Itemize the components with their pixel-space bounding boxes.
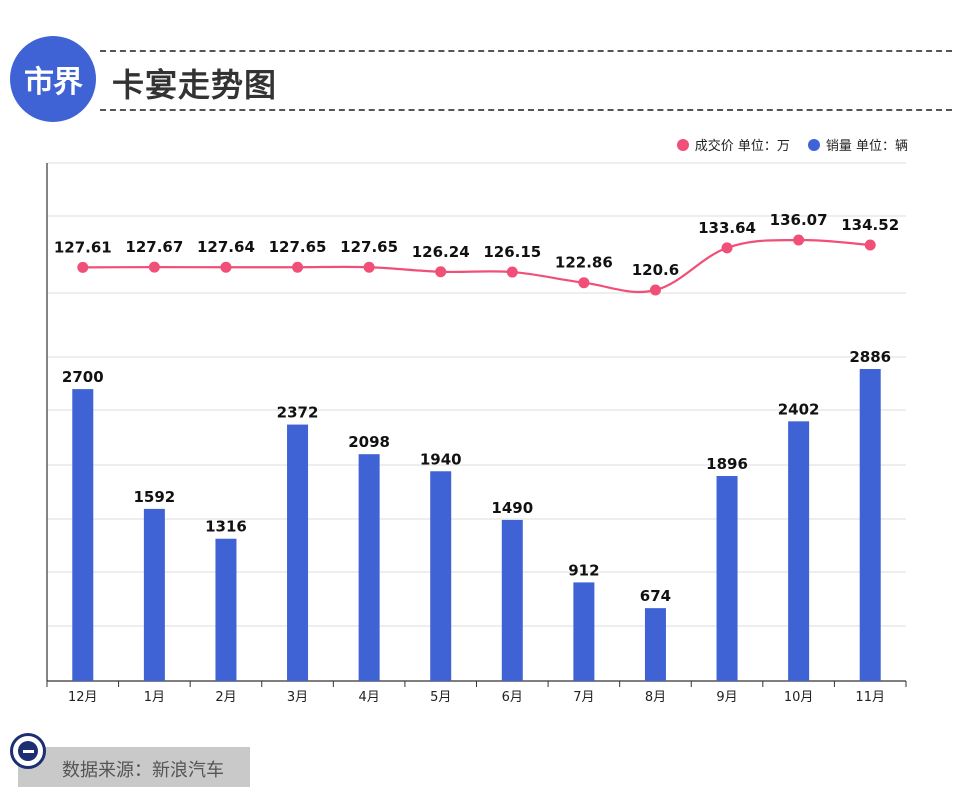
bar-label-9: 1896 [706,455,748,473]
bar-label-10: 2402 [778,400,820,418]
bar-label-8: 674 [640,587,671,605]
bar-5 [430,471,452,681]
price-label-2: 127.64 [197,238,255,256]
price-point-2 [220,261,232,273]
chart-legend: 成交价 单位：万 销量 单位：辆 [676,135,908,154]
page-title: 卡宴走势图 [112,66,278,104]
price-label-7: 122.86 [555,254,613,272]
price-label-6: 126.15 [483,243,541,261]
price-point-6 [506,266,518,278]
bar-9 [716,476,738,681]
x-tick-label-9: 9月 [716,690,737,705]
price-point-7 [578,277,590,289]
bar-label-3: 2372 [277,404,319,422]
price-label-8: 120.6 [632,261,679,279]
x-tick-label-2: 2月 [215,690,236,705]
price-label-10: 136.07 [770,211,828,229]
x-tick-label-11: 11月 [855,690,885,705]
price-point-8 [649,284,661,296]
bar-6 [501,519,523,681]
bar-11 [859,369,881,681]
x-tick-label-6: 6月 [502,690,523,705]
x-tick-label-1: 1月 [144,690,165,705]
price-point-11 [864,239,876,251]
price-label-5: 126.24 [412,243,470,261]
bar-4 [358,454,380,681]
price-label-4: 127.65 [340,238,398,256]
title-divider-top [100,50,952,52]
source-text: 数据来源：新浪汽车 [62,760,224,781]
price-point-5 [435,266,447,278]
bar-label-2: 1316 [205,518,247,536]
source-box [18,747,250,787]
bar-label-1: 1592 [134,488,176,506]
bar-8 [644,608,666,681]
x-tick-label-7: 7月 [573,690,594,705]
title-divider-bottom [100,109,952,111]
price-line [82,238,871,294]
price-label-3: 127.65 [269,238,327,256]
x-tick-label-4: 4月 [358,690,379,705]
bar-label-5: 1940 [420,450,462,468]
bar-7 [573,582,595,681]
legend-dot-sales [807,138,820,151]
legend-label-sales: 销量 单位：辆 [825,139,908,154]
price-label-1: 127.67 [125,238,183,256]
brand-logo: 市界 [10,36,96,122]
legend-label-price: 成交价 单位：万 [694,139,790,154]
minus-circle-icon [10,733,46,769]
x-tick-label-3: 3月 [287,690,308,705]
bar-label-11: 2886 [849,348,891,366]
price-label-0: 127.61 [54,238,112,256]
x-tick-label-10: 10月 [784,690,814,705]
x-tick-label-5: 5月 [430,690,451,705]
bar-label-6: 1490 [491,499,533,517]
bar-label-7: 912 [568,561,599,579]
legend-dot-price [676,138,689,151]
bar-label-0: 2700 [62,368,104,386]
price-label-11: 134.52 [841,216,899,234]
price-point-4 [363,261,375,273]
x-tick-label-0: 12月 [68,690,98,705]
bar-1 [143,508,165,681]
bar-10 [788,421,810,681]
brand-logo-text: 市界 [24,65,83,100]
bar-label-4: 2098 [348,433,390,451]
legend-item-sales: 销量 单位：辆 [807,135,908,154]
bar-2 [215,538,237,681]
price-point-0 [77,261,89,273]
price-point-9 [721,242,733,254]
price-point-3 [292,261,304,273]
bar-0 [72,389,94,681]
price-label-9: 133.64 [698,219,756,237]
legend-item-price: 成交价 单位：万 [676,135,790,154]
bar-3 [287,424,309,681]
x-tick-label-8: 8月 [645,690,666,705]
price-point-10 [793,234,805,246]
price-point-1 [148,261,160,273]
